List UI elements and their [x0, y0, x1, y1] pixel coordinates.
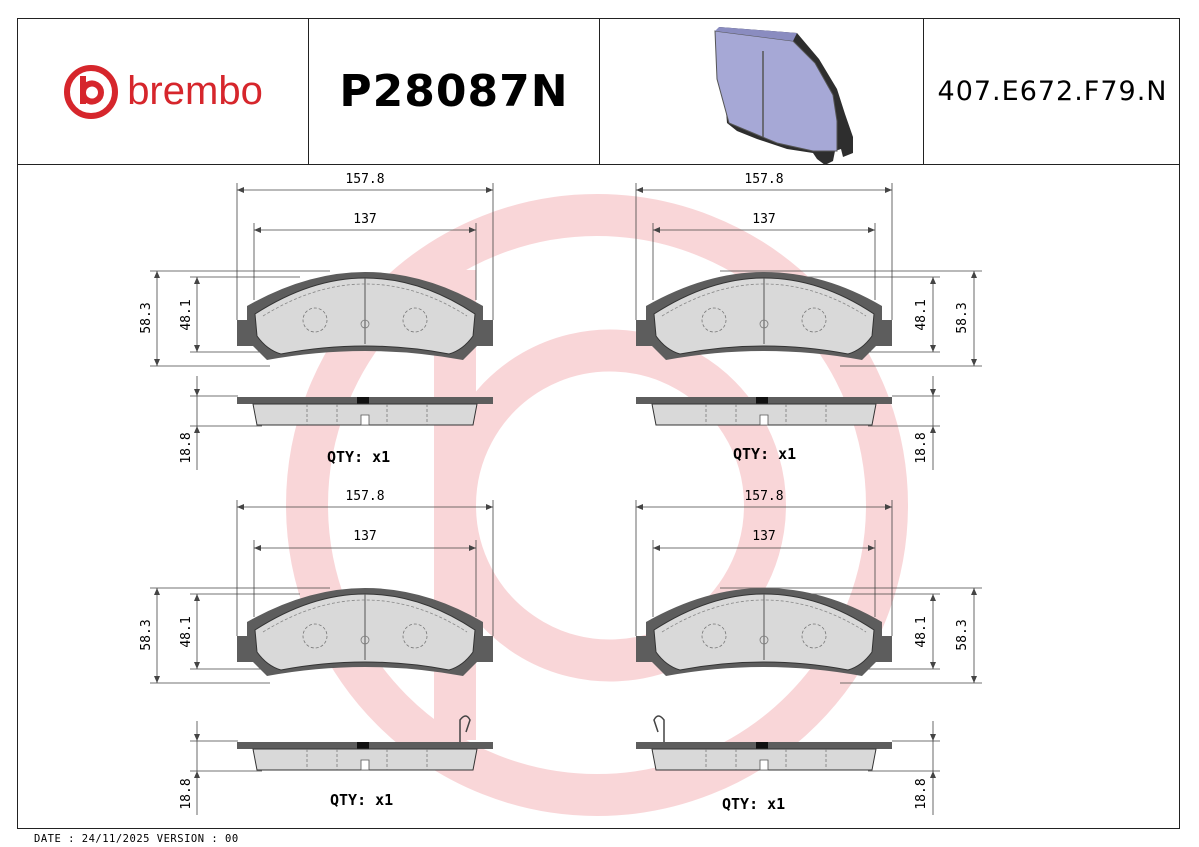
dim-width-total: 157.8	[744, 489, 783, 504]
dim-thickness: 18.8	[914, 778, 929, 809]
brand-cell: brembo	[18, 19, 309, 164]
dim-height-total: 58.3	[139, 619, 154, 650]
dim-height-total: 58.3	[955, 619, 970, 650]
pad-drawing-1: 157.8 137 58.3 48.1 18.8 QTY: x1	[139, 172, 494, 470]
part-number: P28087N	[339, 66, 569, 117]
dim-height-inner: 48.1	[914, 299, 929, 330]
brembo-logo-icon	[64, 64, 119, 119]
qty-text: QTY: x1	[330, 791, 393, 809]
reference-cell: 407.E672.F79.N	[924, 19, 1181, 164]
brake-pad-3d-icon	[713, 26, 853, 165]
qty-text: QTY: x1	[722, 795, 785, 813]
reference-number: 407.E672.F79.N	[937, 76, 1168, 107]
dim-height-inner: 48.1	[914, 616, 929, 647]
dim-thickness: 18.8	[179, 432, 194, 463]
footer-date-version: DATE : 24/11/2025 VERSION : 00	[34, 833, 239, 845]
qty-text: QTY: x1	[327, 448, 390, 466]
dim-thickness: 18.8	[179, 778, 194, 809]
brand-name: brembo	[127, 69, 263, 113]
dim-height-total: 58.3	[139, 302, 154, 333]
dim-width-total: 157.8	[345, 489, 384, 504]
wear-sensor-clip-icon	[459, 715, 471, 742]
pad-drawing-3: 157.8 137 58.3 48.1 18.8 QTY: x1	[139, 489, 494, 815]
dim-width-inner: 137	[353, 529, 376, 544]
wear-sensor-clip-icon	[653, 715, 665, 742]
pad-drawing-2: 157.8 137 58.3 48.1 18.8 QTY: x1	[635, 172, 982, 470]
dim-height-total: 58.3	[955, 302, 970, 333]
dim-thickness: 18.8	[914, 432, 929, 463]
dim-width-total: 157.8	[744, 172, 783, 187]
dim-height-inner: 48.1	[179, 616, 194, 647]
product-image-cell	[600, 19, 924, 165]
dim-width-inner: 137	[353, 212, 376, 227]
dim-width-inner: 137	[752, 212, 775, 227]
title-block: brembo P28087N 407.E672.F79.N	[18, 19, 1179, 165]
pad-drawing-4: 157.8 137 58.3 48.1 18.8 QTY: x1	[635, 489, 982, 815]
dim-height-inner: 48.1	[179, 299, 194, 330]
qty-text: QTY: x1	[733, 445, 796, 463]
part-number-cell: P28087N	[309, 19, 600, 164]
dim-width-inner: 137	[752, 529, 775, 544]
drawing-sheet: brembo P28087N 407.E672.F79.N	[17, 18, 1180, 829]
dim-width-total: 157.8	[345, 172, 384, 187]
